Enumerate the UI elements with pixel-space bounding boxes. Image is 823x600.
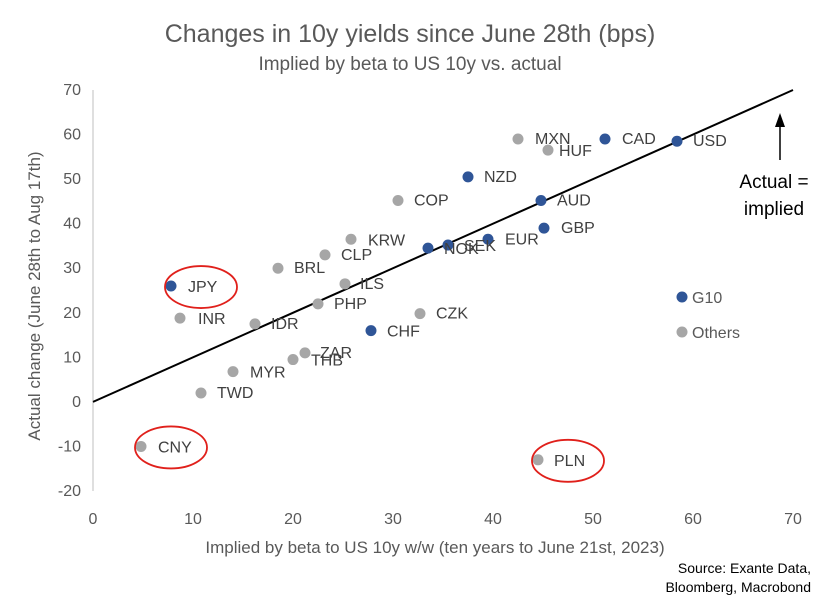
y-tick-label--20: -20 — [58, 483, 81, 500]
point-myr — [227, 366, 239, 378]
point-label-jpy: JPY — [188, 279, 218, 296]
point-huf — [542, 144, 554, 156]
point-label-cop: COP — [414, 192, 449, 209]
point-pln — [532, 454, 544, 466]
point-nzd — [462, 171, 474, 183]
point-cop — [392, 194, 404, 206]
y-tick-label-40: 40 — [63, 216, 81, 233]
point-chf — [365, 325, 377, 337]
chart-subtitle: Implied by beta to US 10y vs. actual — [258, 54, 561, 75]
point-czk — [414, 308, 426, 320]
legend-label-others: Others — [692, 325, 740, 342]
point-label-thb: THB — [311, 353, 343, 370]
x-tick-label-20: 20 — [284, 511, 302, 528]
annotation-arrow-head — [775, 113, 785, 127]
highlight-circle-cny — [134, 425, 208, 470]
highlight-circle-pln — [531, 438, 605, 483]
point-label-twd: TWD — [217, 385, 253, 402]
point-label-idr: IDR — [271, 316, 299, 333]
point-sek — [442, 239, 454, 251]
point-cad — [599, 133, 611, 145]
x-tick-label-70: 70 — [784, 511, 802, 528]
point-label-sek: SEK — [464, 238, 496, 255]
point-label-usd: USD — [693, 133, 727, 150]
annotation-line-2: implied — [744, 199, 804, 220]
y-tick-label--10: -10 — [58, 438, 81, 455]
point-label-clp: CLP — [341, 247, 372, 264]
x-tick-label-40: 40 — [484, 511, 502, 528]
annotation-line-1: Actual = — [739, 172, 808, 193]
x-tick-label-30: 30 — [384, 511, 402, 528]
highlight-circle-jpy — [164, 265, 238, 309]
point-gbp — [538, 222, 550, 234]
point-aud — [535, 194, 547, 206]
source-line-2: Bloomberg, Macrobond — [665, 579, 811, 595]
point-label-inr: INR — [198, 311, 226, 328]
y-tick-label-20: 20 — [63, 305, 81, 322]
chart-title: Changes in 10y yields since June 28th (b… — [165, 20, 656, 48]
point-label-chf: CHF — [387, 324, 420, 341]
point-zar — [299, 347, 311, 359]
point-clp — [319, 249, 331, 261]
point-usd — [671, 135, 683, 147]
point-label-pln: PLN — [554, 453, 585, 470]
point-mxn — [512, 133, 524, 145]
x-tick-label-60: 60 — [684, 511, 702, 528]
point-ils — [339, 278, 351, 290]
point-label-huf: HUF — [559, 143, 592, 160]
y-tick-label-0: 0 — [72, 394, 81, 411]
point-label-czk: CZK — [436, 306, 468, 323]
y-tick-label-10: 10 — [63, 349, 81, 366]
x-tick-label-10: 10 — [184, 511, 202, 528]
point-label-myr: MYR — [250, 365, 286, 382]
x-axis-title: Implied by beta to US 10y w/w (ten years… — [205, 538, 664, 557]
point-idr — [249, 318, 261, 330]
legend: G10 Others — [676, 290, 740, 342]
legend-marker-others — [676, 326, 688, 338]
y-axis-title: Actual change (June 28th to Aug 17th) — [25, 151, 44, 440]
y-tick-label-50: 50 — [63, 171, 81, 188]
point-php — [312, 298, 324, 310]
legend-label-g10: G10 — [692, 290, 722, 307]
point-thb — [287, 354, 299, 366]
point-label-ils: ILS — [360, 276, 384, 293]
point-twd — [195, 387, 207, 399]
point-label-brl: BRL — [294, 260, 325, 277]
point-inr — [174, 312, 186, 324]
point-label-gbp: GBP — [561, 220, 595, 237]
legend-marker-g10 — [676, 291, 688, 303]
point-cny — [135, 440, 147, 452]
annotation-group: Actual = implied — [739, 113, 809, 220]
point-eur — [482, 233, 494, 245]
x-tick-label-0: 0 — [89, 511, 98, 528]
point-label-eur: EUR — [505, 231, 539, 248]
y-tick-label-70: 70 — [63, 82, 81, 99]
point-label-cad: CAD — [622, 131, 656, 148]
point-jpy — [165, 280, 177, 292]
point-label-zar: ZAR — [320, 345, 352, 362]
point-label-aud: AUD — [557, 192, 591, 209]
point-label-mxn: MXN — [535, 131, 571, 148]
point-label-krw: KRW — [368, 232, 406, 249]
point-label-php: PHP — [334, 296, 367, 313]
point-label-cny: CNY — [158, 439, 192, 456]
point-label-nok: NOK — [444, 241, 479, 258]
point-label-nzd: NZD — [484, 169, 517, 186]
x-tick-label-50: 50 — [584, 511, 602, 528]
point-brl — [272, 262, 284, 274]
y-tick-label-30: 30 — [63, 260, 81, 277]
point-nok — [422, 242, 434, 254]
y-tick-label-60: 60 — [63, 127, 81, 144]
point-krw — [345, 233, 357, 245]
source-line-1: Source: Exante Data, — [678, 560, 811, 576]
axes: -20 -10 0 10 20 30 40 50 60 70 0 10 20 30 40 50 60 70 — [58, 82, 802, 528]
